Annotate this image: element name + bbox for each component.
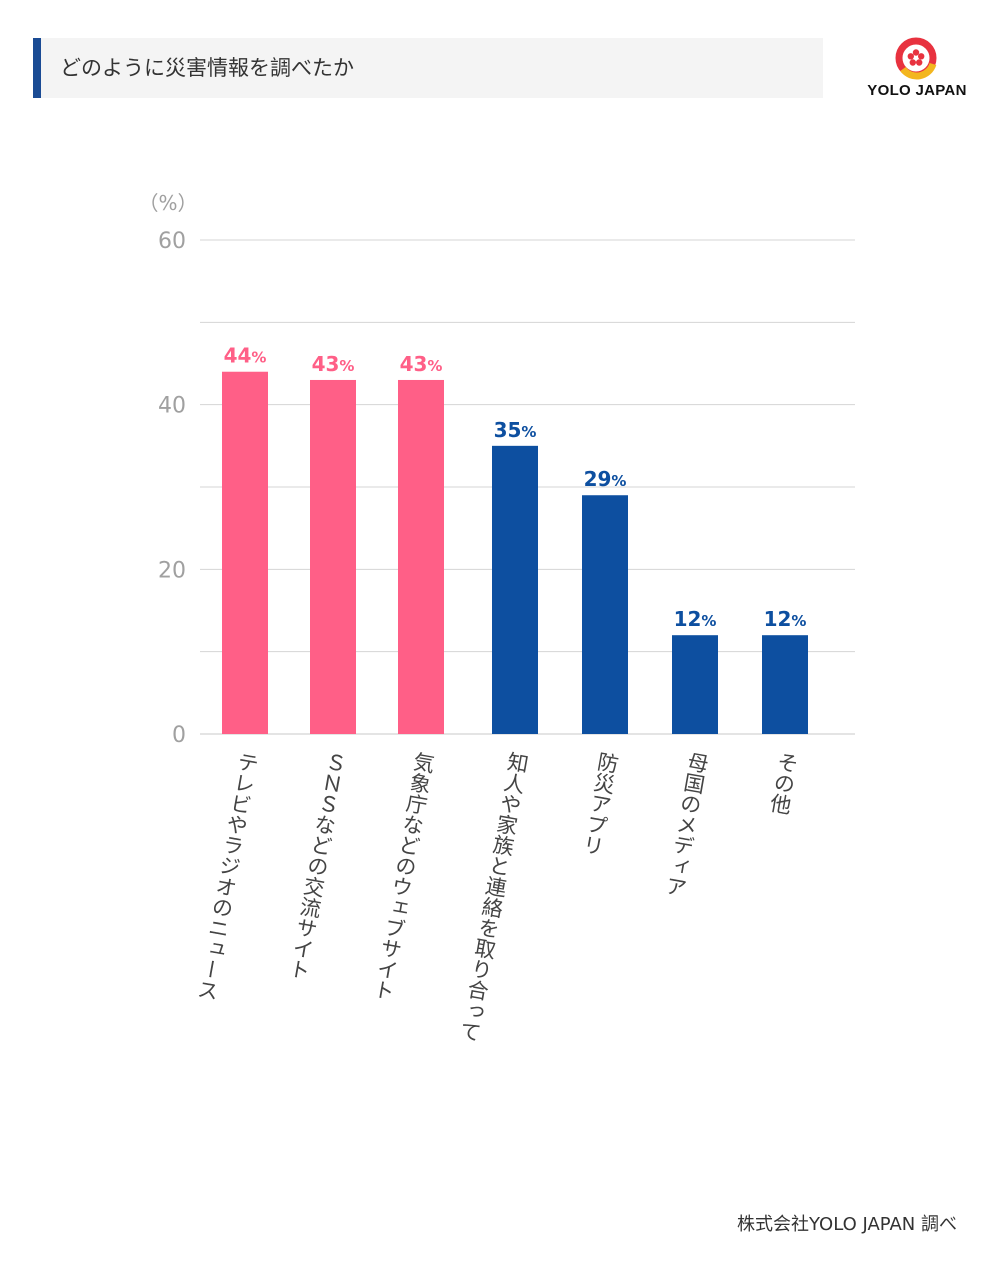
bar	[310, 379, 356, 734]
title-box: どのように災害情報を調べたか	[33, 38, 823, 98]
source-note: 株式会社YOLO JAPAN 調べ	[737, 1214, 957, 1235]
yolo-japan-logo: YOLO JAPAN	[862, 36, 972, 102]
logo-emblem-icon	[895, 37, 937, 80]
x-tick-label: テレビやラジオのニュース	[193, 750, 260, 1002]
data-label: 44%	[224, 344, 267, 368]
data-label: 12%	[674, 607, 717, 631]
y-tick-label: 40	[158, 394, 186, 419]
x-tick-label: その他	[766, 750, 801, 817]
data-label: 43%	[312, 352, 355, 376]
y-tick-label: 20	[158, 558, 186, 583]
data-label: 43%	[400, 352, 443, 376]
bar	[582, 495, 628, 734]
x-tick-label: 防災アプリ	[579, 750, 621, 858]
data-label: 35%	[494, 418, 537, 442]
data-label: 12%	[764, 607, 807, 631]
logo-text: YOLO JAPAN	[867, 82, 967, 99]
chart-title: どのように災害情報を調べたか	[60, 56, 354, 80]
y-tick-label: 0	[172, 723, 186, 748]
bar	[492, 445, 538, 734]
data-label: 29%	[584, 467, 627, 491]
bar	[762, 635, 808, 734]
x-tick-label: 気象庁などのウェブサイト	[369, 750, 436, 1002]
y-unit-label: （%）	[138, 191, 197, 215]
y-tick-label: 60	[158, 229, 186, 254]
title-accent-bar	[33, 38, 41, 98]
x-tick-label: ＳＮＳなどの交流サイト	[285, 750, 349, 982]
bar	[398, 379, 444, 734]
bar	[672, 635, 718, 734]
bar	[222, 371, 268, 734]
x-tick-label: 母国のメディア	[662, 750, 711, 899]
x-tick-label: 知人や家族と連絡を取り合って	[456, 750, 531, 1044]
